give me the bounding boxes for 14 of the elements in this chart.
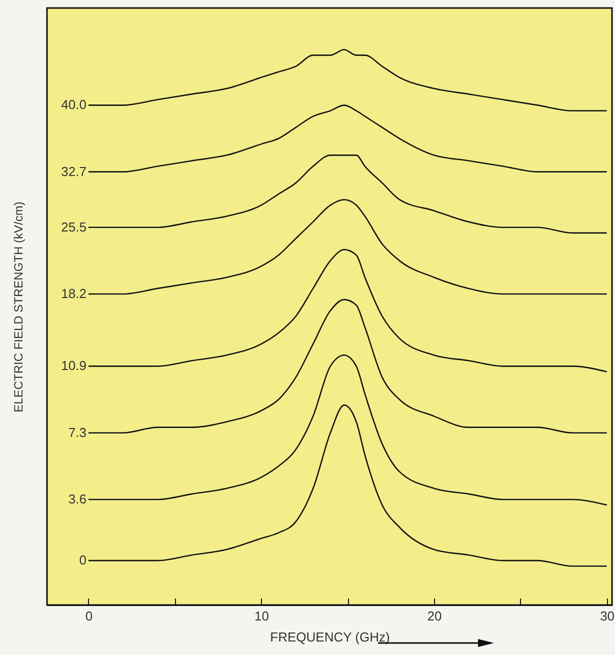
series-label: 0 — [79, 552, 86, 568]
series-label: 25.5 — [61, 219, 86, 234]
series-label: 7.3 — [68, 424, 86, 440]
series-label: 3.6 — [68, 491, 86, 506]
series-label: 10.9 — [61, 358, 86, 374]
x-tick-label: 10 — [254, 608, 269, 624]
y-axis-title: ELECTRIC FIELD STRENGTH (kV/cm) — [12, 202, 26, 412]
series-label: 32.7 — [61, 164, 86, 179]
x-axis-title: FREQUENCY (GHz) — [270, 630, 390, 644]
series-label: 40.0 — [61, 97, 86, 112]
x-tick-label: 30 — [600, 608, 615, 624]
x-tick-label: 0 — [85, 608, 93, 624]
x-tick-label: 20 — [427, 608, 442, 624]
series-label: 18.2 — [61, 286, 86, 302]
